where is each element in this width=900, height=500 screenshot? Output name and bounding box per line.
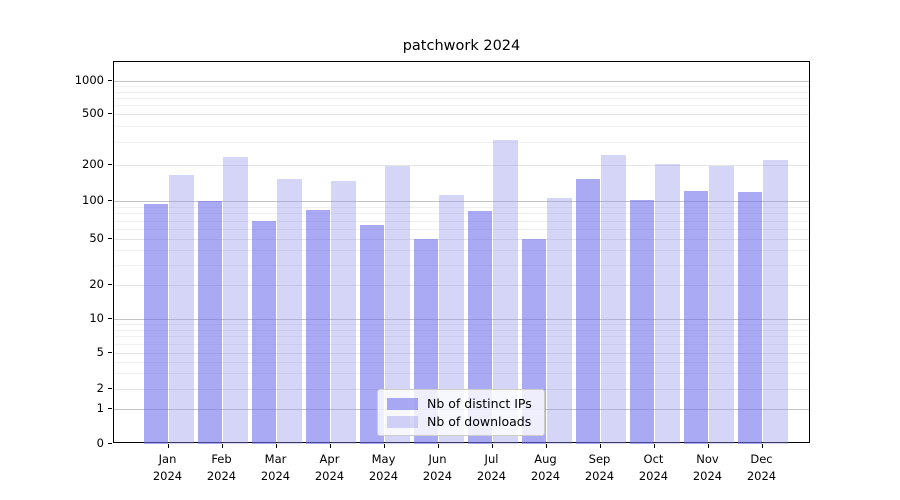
y-tick-mark — [108, 113, 112, 114]
y-tick-mark — [108, 443, 112, 444]
x-tick-label: Jan 2024 — [152, 452, 183, 483]
gridline — [114, 324, 809, 326]
y-tick-label: 5 — [96, 345, 104, 359]
x-tick-label: Dec 2024 — [746, 452, 777, 483]
gridline — [114, 329, 809, 331]
x-tick-label: Nov 2024 — [692, 452, 723, 483]
gridline — [114, 373, 809, 375]
y-tick-label: 1000 — [74, 73, 104, 87]
gridline — [114, 114, 809, 115]
bar-downloads — [601, 154, 626, 444]
bar-downloads — [655, 164, 680, 444]
bar-distinct-ips — [305, 209, 330, 444]
gridline — [114, 285, 809, 286]
x-tick-label: Jun 2024 — [422, 452, 453, 483]
y-tick-mark — [108, 164, 112, 165]
gridline — [114, 201, 809, 202]
legend-swatch-downloads — [387, 415, 418, 428]
gridline — [114, 344, 809, 346]
x-tick-label: Aug 2024 — [530, 452, 561, 483]
x-tick-mark — [437, 444, 439, 448]
bar-distinct-ips — [143, 203, 168, 444]
x-tick-mark — [383, 444, 385, 448]
gridline — [114, 165, 809, 166]
gridline — [114, 220, 809, 222]
y-tick-label: 10 — [89, 311, 104, 325]
gridline — [114, 142, 809, 144]
y-tick-label: 20 — [89, 277, 104, 291]
legend-label-downloads: Nb of downloads — [427, 414, 532, 429]
y-tick-mark — [108, 352, 112, 353]
x-tick-mark — [707, 444, 709, 448]
y-tick-label: 1 — [96, 401, 104, 415]
gridline — [114, 361, 809, 363]
gridline — [114, 319, 809, 320]
legend-item-downloads: Nb of downloads — [387, 413, 536, 430]
y-tick-mark — [108, 238, 112, 239]
gridline — [114, 229, 809, 230]
x-tick-label: May 2024 — [368, 452, 399, 483]
y-tick-mark — [108, 200, 112, 201]
gridline — [114, 105, 809, 107]
bar-downloads — [223, 157, 248, 444]
bar-downloads — [547, 197, 572, 444]
bar-downloads — [277, 179, 302, 444]
x-tick-label: Jul 2024 — [476, 452, 507, 483]
x-tick-label: Mar 2024 — [260, 452, 291, 483]
x-tick-mark — [653, 444, 655, 448]
gridline — [114, 91, 809, 93]
y-tick-label: 0 — [96, 436, 104, 450]
x-tick-mark — [167, 444, 169, 448]
gridline — [114, 250, 809, 252]
bar-distinct-ips — [629, 199, 654, 444]
x-tick-mark — [221, 444, 223, 448]
bar-distinct-ips — [575, 179, 600, 444]
bar-downloads — [331, 180, 356, 444]
y-tick-label: 2 — [96, 381, 104, 395]
x-tick-mark — [275, 444, 277, 448]
x-tick-mark — [329, 444, 331, 448]
y-tick-label: 200 — [82, 157, 104, 171]
y-tick-mark — [108, 388, 112, 389]
bar-downloads — [709, 165, 734, 444]
bar-downloads — [763, 160, 788, 444]
gridline — [114, 97, 809, 99]
x-tick-label: Oct 2024 — [638, 452, 669, 483]
bar-distinct-ips — [737, 191, 762, 444]
y-tick-label: 50 — [89, 231, 104, 245]
y-tick-mark — [108, 408, 112, 409]
gridline — [114, 81, 809, 82]
x-tick-mark — [761, 444, 763, 448]
legend-item-distinct-ips: Nb of distinct IPs — [387, 395, 536, 412]
x-tick-label: Sep 2024 — [584, 452, 615, 483]
bar-distinct-ips — [197, 201, 222, 444]
x-tick-mark — [491, 444, 493, 448]
gridline — [114, 264, 809, 266]
gridline — [114, 353, 809, 354]
x-tick-mark — [599, 444, 601, 448]
gridline — [114, 86, 809, 88]
bar-distinct-ips — [683, 190, 708, 444]
legend: Nb of distinct IPs Nb of downloads — [377, 389, 545, 436]
x-tick-mark — [545, 444, 547, 448]
y-tick-label: 500 — [82, 106, 104, 120]
gridline — [114, 213, 809, 215]
y-tick-mark — [108, 284, 112, 285]
bar-downloads — [169, 174, 194, 444]
gridline — [114, 126, 809, 128]
plot-area — [113, 61, 810, 444]
gridline — [114, 336, 809, 338]
y-tick-mark — [108, 318, 112, 319]
y-tick-mark — [108, 80, 112, 81]
bar-distinct-ips — [251, 220, 276, 444]
legend-label-distinct-ips: Nb of distinct IPs — [427, 396, 532, 411]
x-tick-label: Feb 2024 — [206, 452, 237, 483]
gridline — [114, 206, 809, 208]
chart-title: patchwork 2024 — [402, 38, 521, 54]
x-tick-label: Apr 2024 — [314, 452, 345, 483]
y-tick-label: 100 — [82, 193, 104, 207]
gridline — [114, 239, 809, 240]
legend-swatch-distinct-ips — [387, 397, 418, 410]
